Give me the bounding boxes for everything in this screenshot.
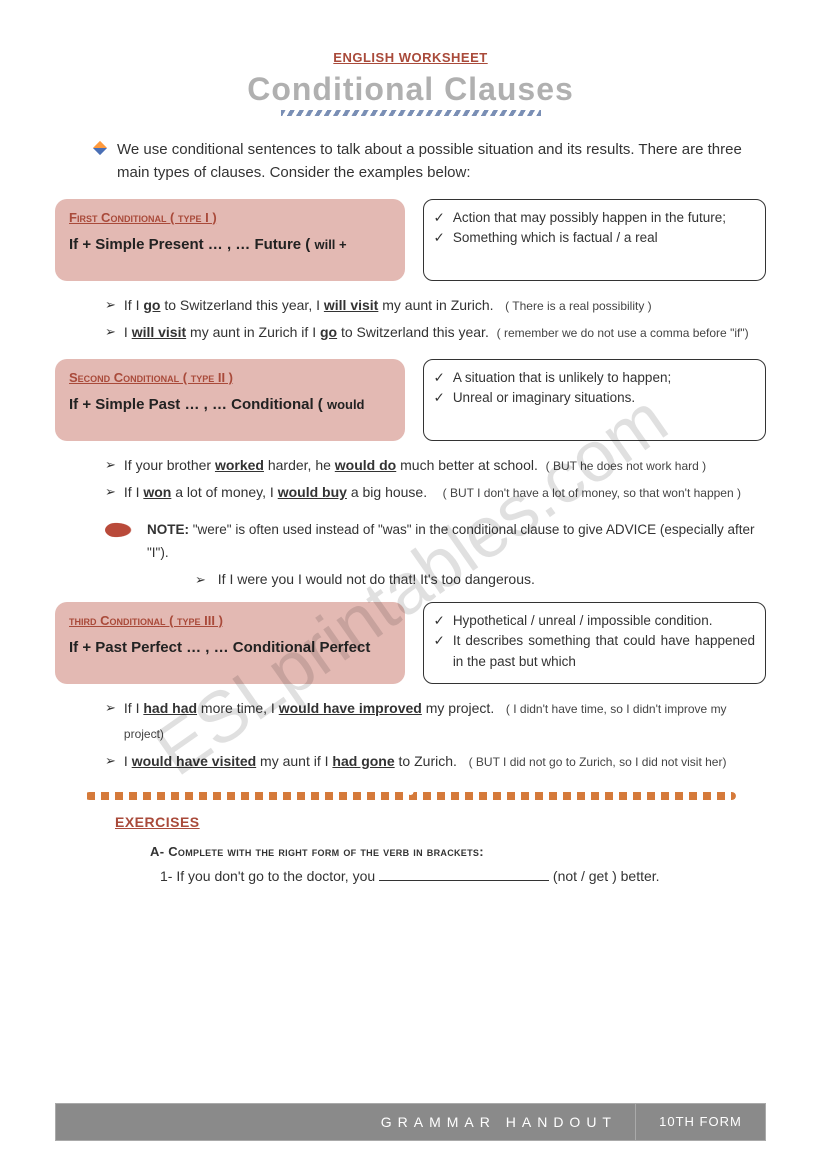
description-box: ✓ Hypothetical / unreal / impossible cond… <box>423 602 767 684</box>
examples-block: ➢ If I had had more time, I would have im… <box>105 696 766 774</box>
conditional-box: First Conditional ( type I ) If + Simple … <box>55 199 405 281</box>
intro-row: We use conditional sentences to talk abo… <box>95 138 746 185</box>
example-text: I would have visited my aunt if I had go… <box>124 749 766 774</box>
description-item: ✓ A situation that is unlikely to happen; <box>434 368 756 388</box>
check-icon: ✓ <box>434 228 445 248</box>
worksheet-label: ENGLISH WORKSHEET <box>55 50 766 65</box>
conditional-formula: If + Past Perfect … , … Conditional Perf… <box>69 638 391 658</box>
conditional-row: First Conditional ( type I ) If + Simple … <box>55 199 766 281</box>
description-text: Hypothetical / unreal / impossible condi… <box>453 611 755 631</box>
conditional-title: Second Conditional ( type II ) <box>69 370 233 385</box>
description-text: Action that may possibly happen in the f… <box>453 208 755 228</box>
arrow-icon: ➢ <box>105 293 116 316</box>
note-text: NOTE: "were" is often used instead of "w… <box>147 519 766 565</box>
example-text: If I had had more time, I would have imp… <box>124 696 766 746</box>
conditional-formula: If + Simple Present … , … Future ( will … <box>69 235 391 255</box>
blob-icon <box>105 522 133 538</box>
arrow-icon: ➢ <box>105 480 116 503</box>
conditional-title: First Conditional ( type I ) <box>69 210 217 225</box>
description-item: ✓ Action that may possibly happen in the … <box>434 208 756 228</box>
examples-block: ➢ If your brother worked harder, he would… <box>105 453 766 505</box>
description-item: ✓ Something which is factual / a real <box>434 228 756 248</box>
check-icon: ✓ <box>434 631 445 651</box>
arrow-icon: ➢ <box>195 572 206 587</box>
example-text: I will visit my aunt in Zurich if I go t… <box>124 320 766 345</box>
example-row: ➢ If your brother worked harder, he would… <box>105 453 766 478</box>
diamond-icon <box>93 141 107 155</box>
example-row: ➢ If I won a lot of money, I would buy a … <box>105 480 766 505</box>
example-row: ➢ If I had had more time, I would have im… <box>105 696 766 746</box>
example-text: If I go to Switzerland this year, I will… <box>124 293 766 318</box>
example-row: ➢ I will visit my aunt in Zurich if I go … <box>105 320 766 345</box>
conditional-row: Second Conditional ( type II ) If + Simpl… <box>55 359 766 441</box>
note-example: ➢ If I were you I would not do that! It'… <box>195 571 766 588</box>
exercise-lead: 1- If you don't go to the doctor, you <box>160 868 379 884</box>
description-text: A situation that is unlikely to happen; <box>453 368 671 388</box>
page-title: Conditional Clauses <box>55 71 766 108</box>
examples-block: ➢ If I go to Switzerland this year, I wil… <box>105 293 766 345</box>
note-example-text: If I were you I would not do that! It's … <box>218 571 535 587</box>
exercises-heading: EXERCISES <box>115 814 766 830</box>
arrow-icon: ➢ <box>105 453 116 476</box>
exercise-item: 1- If you don't go to the doctor, you (n… <box>160 865 766 889</box>
description-item: ✓ It describes something that could have … <box>434 631 756 672</box>
note-row: NOTE: "were" is often used instead of "w… <box>105 519 766 565</box>
description-text: It describes something that could have h… <box>453 631 755 672</box>
arrow-icon: ➢ <box>105 320 116 343</box>
arrow-icon: ➢ <box>105 696 116 719</box>
conditional-box: third Conditional ( type III ) If + Past … <box>55 602 405 684</box>
check-icon: ✓ <box>434 388 445 408</box>
check-icon: ✓ <box>434 611 445 631</box>
exercise-tail: (not / get ) better. <box>549 868 660 884</box>
conditional-title: third Conditional ( type III ) <box>69 613 223 628</box>
check-icon: ✓ <box>434 368 445 388</box>
blank-line[interactable] <box>379 880 549 881</box>
description-box: ✓ A situation that is unlikely to happen;… <box>423 359 767 441</box>
check-icon: ✓ <box>434 208 445 228</box>
description-text: Unreal or imaginary situations. <box>453 388 635 408</box>
description-item: ✓ Hypothetical / unreal / impossible cond… <box>434 611 756 631</box>
footer: GRAMMAR HANDOUT 10TH FORM <box>55 1103 766 1141</box>
exercise-instruction: A- Complete with the right form of the v… <box>150 844 766 859</box>
example-text: If I won a lot of money, I would buy a b… <box>124 480 766 505</box>
example-row: ➢ I would have visited my aunt if I had g… <box>105 749 766 774</box>
conditional-formula: If + Simple Past … , … Conditional ( wou… <box>69 395 391 415</box>
description-item: ✓ Unreal or imaginary situations. <box>434 388 756 408</box>
arrow-icon: ➢ <box>105 749 116 772</box>
footer-main: GRAMMAR HANDOUT <box>55 1103 636 1141</box>
wave-divider <box>85 792 736 800</box>
example-text: If your brother worked harder, he would … <box>124 453 766 478</box>
conditional-row: third Conditional ( type III ) If + Past … <box>55 602 766 684</box>
conditional-box: Second Conditional ( type II ) If + Simpl… <box>55 359 405 441</box>
example-row: ➢ If I go to Switzerland this year, I wil… <box>105 293 766 318</box>
description-text: Something which is factual / a real <box>453 228 755 248</box>
footer-side: 10TH FORM <box>636 1103 766 1141</box>
title-underline <box>281 110 541 116</box>
description-box: ✓ Action that may possibly happen in the … <box>423 199 767 281</box>
intro-text: We use conditional sentences to talk abo… <box>117 138 746 185</box>
